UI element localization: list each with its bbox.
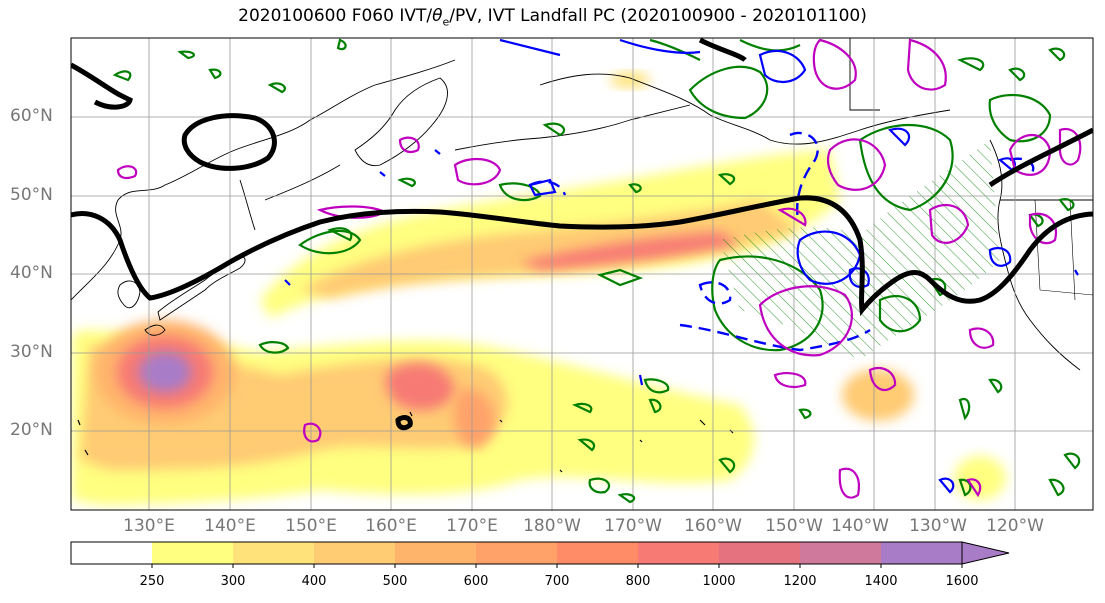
colorbar-segment bbox=[476, 542, 558, 564]
colorbar-segment bbox=[719, 542, 801, 564]
colorbar-segment bbox=[152, 542, 234, 564]
blue-dashed-contours bbox=[529, 131, 1035, 352]
lon-label-140w: 140°W bbox=[831, 516, 889, 536]
ivt-yellow-north bbox=[610, 72, 650, 88]
colorbar-segment bbox=[71, 542, 153, 564]
black-contour-nw bbox=[71, 62, 133, 110]
aleutians bbox=[454, 104, 691, 151]
colorbar-tick-label: 1600 bbox=[945, 574, 979, 589]
colorbar-tick-label: 250 bbox=[139, 574, 165, 589]
colorbar-tick-label: 300 bbox=[220, 574, 246, 589]
na-west-coast bbox=[989, 139, 1081, 371]
lat-label-30n: 30°N bbox=[10, 342, 53, 362]
colorbar-segment bbox=[314, 542, 396, 564]
black-contours bbox=[71, 38, 1093, 431]
lat-label-60n: 60°N bbox=[10, 106, 53, 126]
colorbar-segment bbox=[233, 542, 315, 564]
lon-label-160e: 160°E bbox=[365, 516, 417, 536]
lat-label-40n: 40°N bbox=[10, 263, 53, 283]
blue-contours bbox=[284, 38, 1079, 494]
colorbar-segment bbox=[881, 542, 963, 564]
black-contour-small bbox=[395, 415, 413, 431]
colorbar-extend-arrow bbox=[961, 541, 1010, 565]
ivt-cell-170e bbox=[385, 362, 455, 410]
lon-label-130e: 130°E bbox=[123, 516, 175, 536]
lon-label-140e: 140°E bbox=[204, 516, 256, 536]
black-contour-ne bbox=[988, 127, 1093, 188]
colorbar-tick-label: 800 bbox=[625, 574, 651, 589]
ivt-typhoon-core bbox=[139, 352, 191, 392]
alaska-coast bbox=[539, 73, 951, 145]
pacific-islands bbox=[77, 411, 734, 473]
lat-label-50n: 50°N bbox=[10, 185, 53, 205]
lon-label-130w: 130°W bbox=[909, 516, 967, 536]
map-title: 2020100600 F060 IVT/θe/PV, IVT Landfall … bbox=[238, 6, 867, 29]
sakhalin-kurils bbox=[239, 164, 341, 231]
black-closed-contour bbox=[181, 113, 277, 171]
lon-label-150e: 150°E bbox=[285, 516, 337, 536]
kamchatka bbox=[354, 77, 448, 167]
lon-label-170w: 170°W bbox=[604, 516, 662, 536]
colorbar-segment bbox=[800, 542, 882, 564]
colorbar-tick-label: 700 bbox=[544, 574, 570, 589]
lon-label-120w: 120°W bbox=[986, 516, 1044, 536]
black-contour-top bbox=[698, 38, 747, 62]
bc-border bbox=[849, 38, 880, 111]
map-frame bbox=[70, 37, 1094, 511]
korea bbox=[117, 280, 141, 309]
colorbar-tick-label: 400 bbox=[301, 574, 327, 589]
map-plot-area bbox=[71, 38, 1093, 510]
ivt-band-north-max bbox=[520, 232, 740, 270]
colorbar-tick-label: 600 bbox=[463, 574, 489, 589]
green-contours bbox=[112, 38, 1081, 504]
colorbar-tick-label: 1400 bbox=[864, 574, 898, 589]
colorbar-segment bbox=[557, 542, 639, 564]
ivt-yellow-east bbox=[954, 456, 1006, 500]
colorbar-tick-label: 1000 bbox=[702, 574, 736, 589]
lat-label-20n: 20°N bbox=[10, 420, 53, 440]
colorbar-segment bbox=[395, 542, 477, 564]
lon-label-160w: 160°W bbox=[684, 516, 742, 536]
asia-coast bbox=[71, 59, 456, 301]
ivt-cell-175e bbox=[454, 389, 495, 449]
lon-label-180w: 180°W bbox=[523, 516, 581, 536]
coastlines bbox=[71, 38, 1093, 473]
lon-label-150w: 150°W bbox=[765, 516, 823, 536]
magenta-contours bbox=[116, 38, 1082, 499]
ivt-cell-east bbox=[842, 369, 914, 421]
ivt-colorbar bbox=[70, 541, 1010, 568]
colorbar-tick-label: 500 bbox=[382, 574, 408, 589]
japan bbox=[144, 256, 246, 336]
colorbar-tick-label: 1200 bbox=[783, 574, 817, 589]
colorbar-outline bbox=[70, 541, 963, 565]
lon-label-170e: 170°E bbox=[446, 516, 498, 536]
black-main-contour bbox=[71, 195, 1093, 317]
colorbar-segment bbox=[638, 542, 720, 564]
